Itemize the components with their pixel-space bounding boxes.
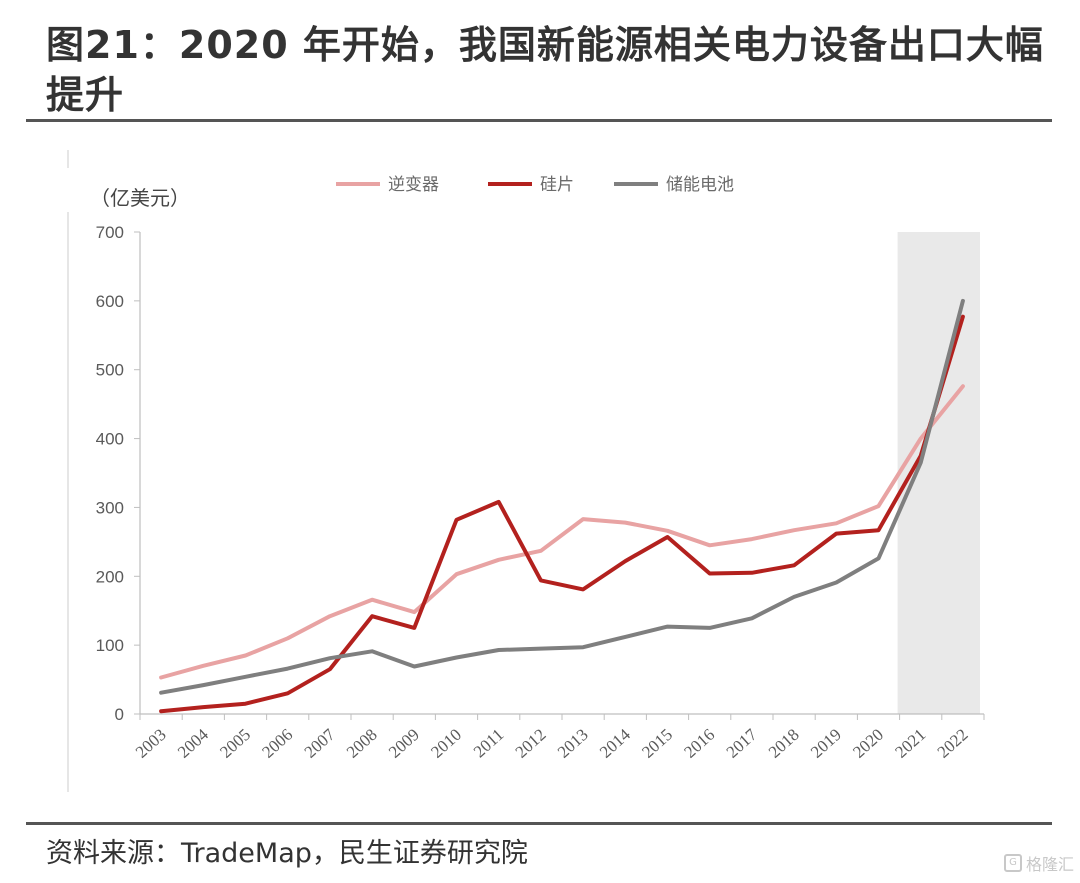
chart-axes: [67, 150, 985, 792]
x-tick-label: 2009: [385, 725, 423, 762]
watermark-text: 格隆汇: [1025, 855, 1074, 874]
x-tick-label: 2022: [934, 725, 972, 762]
title-divider: [26, 119, 1052, 122]
y-tick-label: 100: [96, 636, 124, 655]
x-tick-label: 2004: [174, 725, 212, 762]
y-tick-label: 700: [96, 223, 124, 242]
series-line-1: [159, 384, 965, 680]
x-tick-label: 2021: [891, 725, 929, 762]
series-line-2: [159, 314, 965, 714]
legend-label-3: 储能电池: [666, 175, 734, 195]
legend-label-2: 硅片: [540, 175, 574, 195]
x-tick-label: 2003: [132, 725, 170, 762]
y-tick-label: 600: [96, 292, 124, 311]
series-lines: [159, 298, 965, 714]
legend: 逆变器 硅片 储能电池: [336, 175, 734, 195]
x-tick-label: 2008: [343, 725, 381, 762]
x-tick-label: 2015: [638, 725, 676, 762]
y-tick-label: 0: [115, 705, 124, 724]
footer-divider: [26, 822, 1052, 825]
x-tick-label: 2016: [680, 725, 718, 762]
x-tick-label: 2019: [807, 725, 845, 762]
x-tick-label: 2012: [512, 725, 550, 762]
x-tick-label: 2018: [765, 725, 803, 762]
x-tick-label: 2010: [427, 725, 465, 762]
source-note: 资料来源：TradeMap，民生证券研究院: [46, 838, 528, 869]
legend-label-1: 逆变器: [388, 175, 439, 195]
x-tick-label: 2007: [301, 725, 339, 762]
y-tick-label: 300: [96, 498, 124, 517]
y-tick-label: 200: [96, 567, 124, 586]
watermark-logo-icon: G: [1003, 854, 1022, 872]
x-tick-label: 2020: [849, 725, 887, 762]
y-unit-label: （亿美元）: [90, 186, 190, 210]
page-title: 图21：2020 年开始，我国新能源相关电力设备出口大幅提升: [46, 23, 1044, 117]
x-tick-label: 2013: [554, 725, 592, 762]
y-tick-label: 400: [96, 430, 124, 449]
watermark: G 格隆汇: [1003, 851, 1074, 875]
x-tick-label: 2011: [470, 725, 508, 761]
x-tick-label: 2005: [216, 725, 254, 762]
x-tick-label: 2014: [596, 725, 634, 762]
x-tick-label: 2017: [723, 725, 761, 762]
y-tick-label: 500: [96, 361, 124, 380]
x-tick-label: 2006: [258, 725, 296, 762]
series-line-3: [159, 298, 965, 695]
